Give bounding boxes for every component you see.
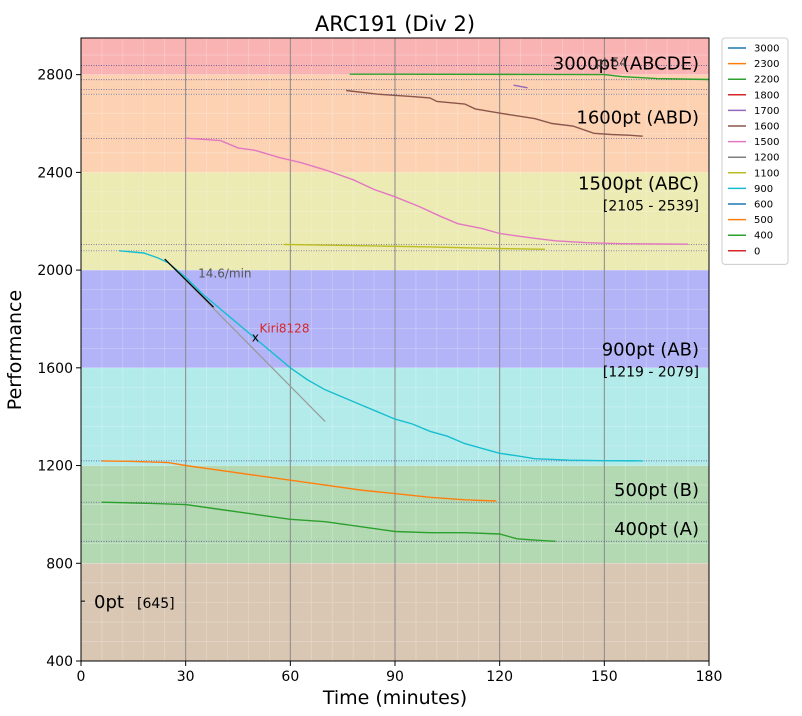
- legend: 3000 2300 2200 1800 1700 1600 1500 1200 1100 900 6…: [721, 37, 789, 265]
- legend-label: 1100: [754, 168, 779, 179]
- legend-label: 600: [754, 200, 773, 211]
- trend-rate-label: 14.6/min: [198, 266, 251, 280]
- x-tick-label: 0: [77, 669, 86, 685]
- legend-label: 900: [754, 184, 773, 195]
- y-tick-label: 1600: [37, 361, 73, 377]
- series-2200: [349, 73, 710, 81]
- series-1100: [283, 243, 546, 250]
- y-tick-label: 400: [46, 654, 73, 670]
- x-axis-title: Time (minutes): [322, 687, 467, 709]
- y-tick-label: 2000: [37, 263, 73, 279]
- legend-label: 0: [754, 246, 760, 257]
- legend-label: 3000: [754, 44, 779, 55]
- data-series: [101, 73, 710, 542]
- series-1700: [513, 84, 528, 89]
- legend-label: 1800: [754, 90, 779, 101]
- x-tick-label: 60: [281, 669, 299, 685]
- series-1600: [346, 89, 643, 137]
- axes: 0 30 60 90 120 150 180 400 800 1200 1600 2000 2400 28…: [37, 37, 723, 685]
- band-range: [1219 - 2079]: [603, 364, 699, 380]
- legend-label: 1700: [754, 106, 779, 117]
- y-tick-label: 2400: [37, 165, 73, 181]
- band-label: 400pt (A): [614, 519, 699, 540]
- band-label: 500pt (B): [614, 480, 699, 501]
- legend-label: 2300: [754, 59, 779, 70]
- series-500: [101, 460, 497, 502]
- x-tick-label: 180: [696, 669, 723, 685]
- band-label: 900pt (AB): [602, 340, 699, 361]
- band-label-0pt: 0pt: [94, 592, 124, 613]
- trend-line-black: [164, 258, 214, 308]
- x-tick-label: 150: [591, 669, 618, 685]
- series-900: [119, 250, 643, 462]
- band-label: 1600pt (ABD): [576, 107, 699, 128]
- legend-label: 400: [754, 231, 773, 242]
- band-range-0pt: [645]: [137, 596, 175, 612]
- legend-label: 2200: [754, 75, 779, 86]
- legend-label: 1600: [754, 122, 779, 133]
- x-tick-label: 90: [386, 669, 404, 685]
- legend-label: 500: [754, 215, 773, 226]
- x-tick-label: 120: [486, 669, 513, 685]
- overlap-label: pt 54: [596, 56, 627, 70]
- x-tick-label: 30: [177, 669, 195, 685]
- series-400: [101, 501, 556, 542]
- annotation-label: Kiri8128: [259, 321, 309, 335]
- y-axis-title: Performance: [4, 290, 26, 410]
- y-tick-label: 1200: [37, 459, 73, 475]
- chart-title: ARC191 (Div 2): [315, 12, 475, 36]
- legend-label: 1200: [754, 153, 779, 164]
- series-1500: [185, 137, 689, 245]
- y-tick-label: 2800: [37, 68, 73, 84]
- y-tick-label: 800: [46, 556, 73, 572]
- annotation-marker: x: [252, 330, 259, 344]
- band-label: 3000pt (ABCDE): [553, 54, 699, 75]
- band-label: 1500pt (ABC): [578, 173, 699, 194]
- legend-label: 1500: [754, 137, 779, 148]
- band-labels: 3000pt (ABCDE) 1600pt (ABD) 1500pt (ABC) 90…: [81, 54, 699, 613]
- band-range: [2105 - 2539]: [603, 198, 699, 214]
